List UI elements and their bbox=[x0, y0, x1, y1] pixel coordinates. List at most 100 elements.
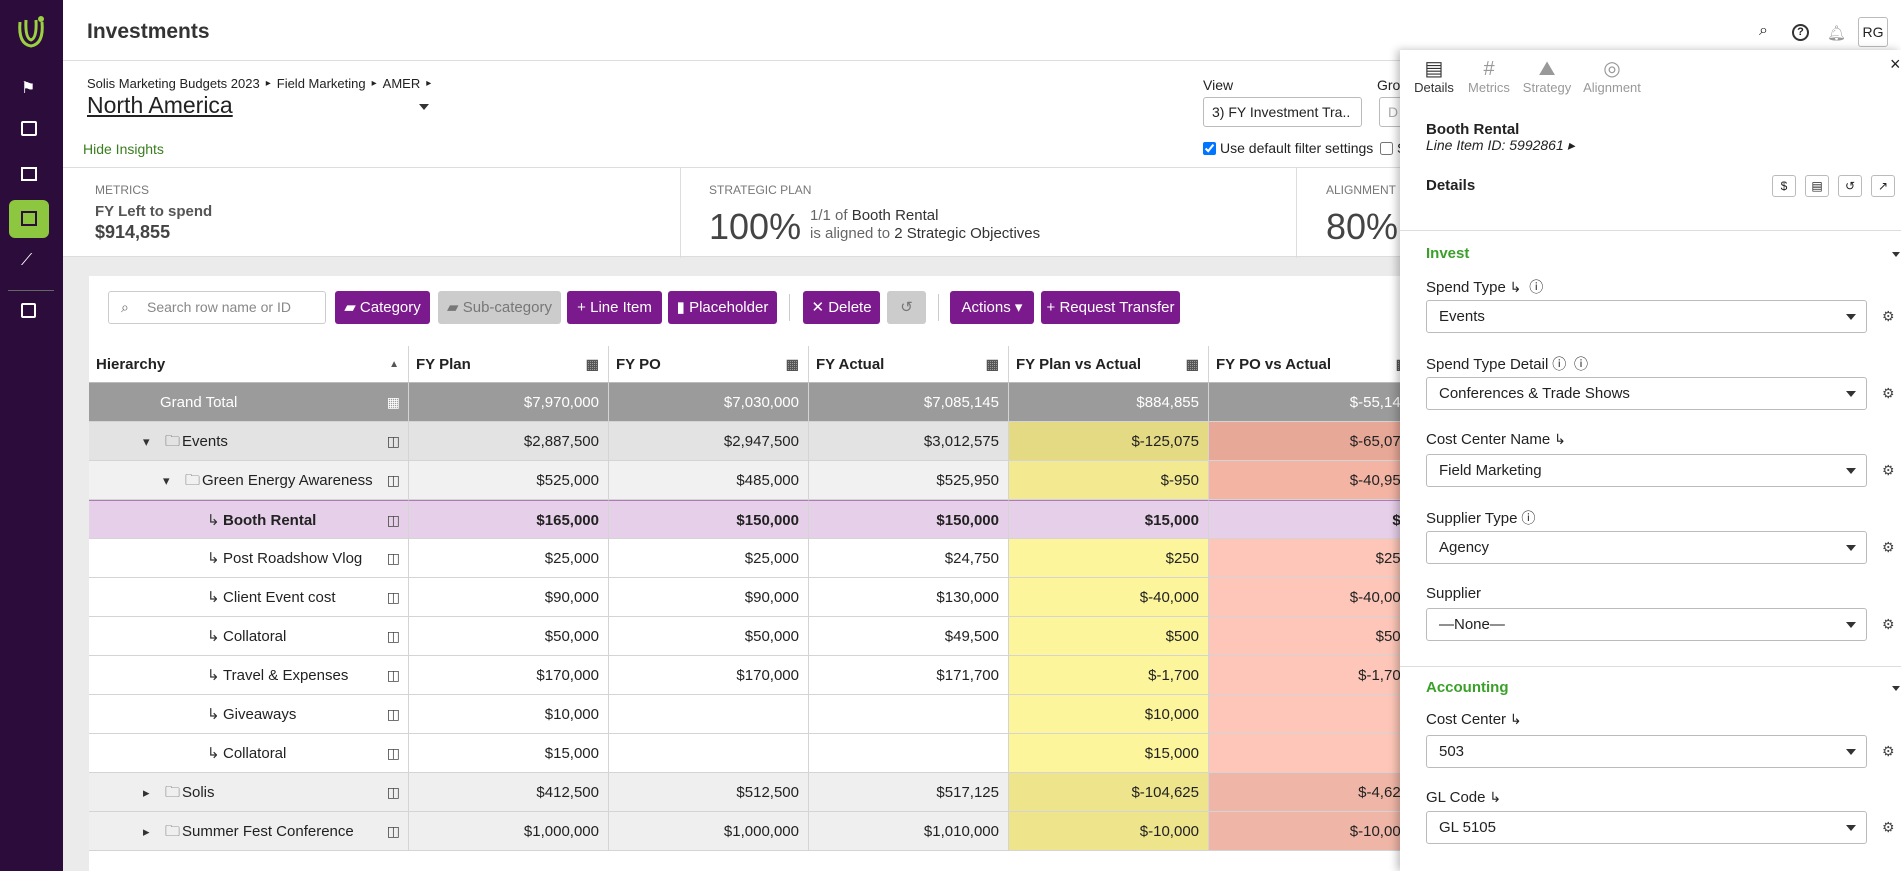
value-cell bbox=[1209, 695, 1419, 734]
row-name-cell[interactable]: ↳ Client Event cost ◫ bbox=[89, 578, 409, 617]
select[interactable]: Agency bbox=[1426, 531, 1867, 564]
select[interactable]: —None— bbox=[1426, 608, 1867, 641]
column-header[interactable]: FY Actual ▦ bbox=[809, 346, 1009, 383]
value-cell: $24,750 bbox=[809, 539, 1009, 578]
value-cell bbox=[809, 695, 1009, 734]
sidebar: ⚑ ⟋ bbox=[0, 0, 63, 871]
value-cell: $-55,145 bbox=[1209, 383, 1419, 422]
l: Category bbox=[359, 299, 421, 316]
actions-button[interactable]: Actions ▾ bbox=[950, 291, 1034, 324]
row-name-cell[interactable]: ↳ Collatoral ◫ bbox=[89, 617, 409, 656]
value-cell: $517,125 bbox=[809, 773, 1009, 812]
column-header[interactable]: Hierarchy ▲ bbox=[89, 346, 409, 383]
row-name: Post Roadshow Vlog bbox=[223, 550, 363, 567]
select[interactable]: Events bbox=[1426, 300, 1867, 333]
value-cell: $171,700 bbox=[809, 656, 1009, 695]
tab[interactable]: ◎ Alignment bbox=[1583, 58, 1641, 95]
accounting-heading[interactable]: Accounting bbox=[1426, 679, 1509, 696]
t: Booth Rental bbox=[851, 207, 939, 224]
row-name-cell[interactable]: ▾ 🗀︎ Green Energy Awareness ◫ bbox=[89, 461, 409, 500]
undo-button[interactable]: ↺ bbox=[887, 291, 926, 324]
row-name-cell[interactable]: ▾ 🗀︎ Events ◫ bbox=[89, 422, 409, 461]
gear[interactable]: ⚙ bbox=[1882, 616, 1895, 632]
row-name-cell[interactable]: Grand Total ▦ bbox=[89, 383, 409, 422]
gear[interactable]: ⚙ bbox=[1882, 539, 1895, 555]
row-name: Travel & Expenses bbox=[223, 667, 349, 684]
invest-heading[interactable]: Invest bbox=[1426, 245, 1470, 262]
select[interactable]: GL 5105 bbox=[1426, 811, 1867, 844]
row-name-cell[interactable]: ↳ Booth Rental ◫ bbox=[89, 500, 409, 539]
gear[interactable]: ⚙ bbox=[1882, 308, 1895, 324]
row-name-cell[interactable]: ↳ Travel & Expenses ◫ bbox=[89, 656, 409, 695]
nav-chart[interactable]: ⟋ bbox=[21, 252, 33, 269]
value-cell: $485,000 bbox=[609, 461, 809, 500]
nav-calendar[interactable] bbox=[21, 121, 37, 136]
column-header[interactable]: FY PO vs Actual▦ bbox=[1209, 346, 1419, 383]
value-cell: $165,000 bbox=[409, 500, 609, 539]
row-name-cell[interactable]: ↳ Giveaways ◫ bbox=[89, 695, 409, 734]
row-name-cell[interactable]: ▸ 🗀︎ Solis ◫ bbox=[89, 773, 409, 812]
default-filter[interactable]: Use default filter settings bbox=[1203, 140, 1373, 156]
detail-tools[interactable]: $ ▤ ↺ ↗ bbox=[1772, 175, 1895, 197]
gear[interactable]: ⚙ bbox=[1882, 385, 1895, 401]
search-icon[interactable]: ⌕ bbox=[1759, 22, 1768, 39]
view-select[interactable]: 3) FY Investment Tra.. bbox=[1203, 97, 1362, 127]
field-label: GL Code ↳ bbox=[1426, 789, 1502, 806]
item-id[interactable]: Line Item ID: 5992861 ▸ bbox=[1426, 137, 1575, 153]
value-cell: $50,000 bbox=[409, 617, 609, 656]
strategic-text: is aligned to 2 Strategic Objectives bbox=[810, 225, 1040, 242]
separator: ▸ bbox=[371, 78, 377, 89]
strategic-text: 1/1 of Booth Rental bbox=[810, 207, 938, 224]
nav-external[interactable] bbox=[21, 303, 36, 318]
value-cell: $1,000,000 bbox=[609, 812, 809, 851]
search-box[interactable]: ⌕ Search row name or ID bbox=[108, 291, 326, 324]
row-name: Client Event cost bbox=[223, 589, 336, 606]
row-name-cell[interactable]: ▸ 🗀︎ Summer Fest Conference ◫ bbox=[89, 812, 409, 851]
help-icon[interactable]: ? bbox=[1792, 24, 1809, 41]
value-cell: $170,000 bbox=[409, 656, 609, 695]
nav-flag[interactable]: ⚑ bbox=[21, 80, 36, 97]
column-header[interactable]: FY Plan ▦ bbox=[409, 346, 609, 383]
value-cell bbox=[1209, 734, 1419, 773]
header-text: Hierarchy bbox=[96, 356, 166, 373]
select[interactable]: Conferences & Trade Shows bbox=[1426, 377, 1867, 410]
line-item-button[interactable]: + Line Item bbox=[567, 291, 662, 324]
field-label: Supplier Type ⓘ bbox=[1426, 510, 1536, 527]
subcategory-button[interactable]: ▰ Sub-category bbox=[438, 291, 561, 324]
value-cell: $90,000 bbox=[609, 578, 809, 617]
crumb[interactable]: AMER bbox=[382, 76, 421, 91]
category-button[interactable]: ▰ Category bbox=[335, 291, 430, 324]
nav-active[interactable] bbox=[9, 200, 49, 238]
gear[interactable]: ⚙ bbox=[1882, 743, 1895, 759]
close[interactable]: × bbox=[1890, 54, 1901, 74]
select[interactable]: Field Marketing bbox=[1426, 454, 1867, 487]
delete-button[interactable]: ✕ Delete bbox=[803, 291, 880, 324]
crumb[interactable]: Field Marketing bbox=[276, 76, 366, 91]
header-text: FY PO bbox=[616, 356, 661, 373]
label-text: Cost Center bbox=[1426, 711, 1507, 728]
avatar[interactable]: RG bbox=[1858, 17, 1888, 47]
value-cell: $-125,075 bbox=[1009, 422, 1209, 461]
hide-insights[interactable]: Hide Insights bbox=[83, 141, 164, 157]
select[interactable]: 503 bbox=[1426, 735, 1867, 768]
current-node[interactable]: North America bbox=[87, 92, 233, 118]
value-cell: $525,000 bbox=[409, 461, 609, 500]
column-header[interactable]: FY Plan vs Actual ▦ bbox=[1009, 346, 1209, 383]
transfer-button[interactable]: + Request Transfer bbox=[1041, 291, 1180, 324]
bell-icon[interactable]: 🔔︎ bbox=[1827, 25, 1847, 42]
placeholder-button[interactable]: ▮ Placeholder bbox=[668, 291, 777, 324]
node-dropdown[interactable] bbox=[419, 104, 429, 115]
row-name-cell[interactable]: ↳ Collatoral ◫ bbox=[89, 734, 409, 773]
gear[interactable]: ⚙ bbox=[1882, 462, 1895, 478]
value-cell: $1,000,000 bbox=[409, 812, 609, 851]
gear[interactable]: ⚙ bbox=[1882, 819, 1895, 835]
row-name-cell[interactable]: ↳ Post Roadshow Vlog ◫ bbox=[89, 539, 409, 578]
tab[interactable]: ▤ Details bbox=[1404, 58, 1464, 95]
tab[interactable]: ⛰︎ Strategy bbox=[1517, 58, 1577, 95]
nav-grid[interactable] bbox=[21, 167, 37, 181]
column-header[interactable]: FY PO ▦ bbox=[609, 346, 809, 383]
tab[interactable]: # Metrics bbox=[1459, 58, 1519, 95]
crumb[interactable]: Solis Marketing Budgets 2023 bbox=[87, 76, 260, 91]
value-cell: $512,500 bbox=[609, 773, 809, 812]
